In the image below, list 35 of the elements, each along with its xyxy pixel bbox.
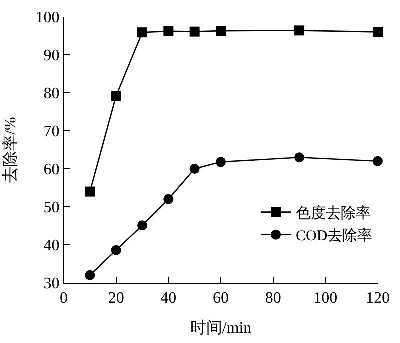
y-axis-title: 去除率/% [2, 117, 20, 183]
point [216, 26, 226, 36]
point [373, 27, 383, 38]
point [111, 245, 122, 256]
legend-label: COD去除率 [296, 228, 373, 245]
point [294, 26, 304, 36]
x-tick-label: 100 [314, 290, 338, 308]
y-tick-label: 50 [44, 200, 60, 217]
y-tick-label: 70 [44, 124, 60, 141]
point [85, 186, 96, 197]
x-axis-title: 时间/min [190, 318, 252, 337]
legend-label: 色度去除率 [296, 205, 371, 222]
point [85, 270, 96, 280]
y-tick-label: 80 [44, 86, 60, 103]
point [373, 156, 383, 166]
point [138, 220, 148, 231]
y-tick-label: 90 [44, 48, 60, 65]
x-tick-label: 80 [265, 290, 282, 308]
y-tick-label: 60 [44, 162, 60, 179]
point [138, 28, 148, 38]
y-tick-label: 30 [44, 276, 60, 293]
x-tick-label: 20 [108, 290, 124, 308]
x-tick-label: 0 [60, 290, 68, 308]
point [216, 157, 226, 168]
x-tick-label: 120 [366, 290, 390, 308]
y-tick-label: 100 [36, 10, 60, 27]
x-tick-label: 60 [213, 290, 229, 308]
point [190, 26, 200, 37]
point [164, 26, 174, 36]
point [294, 152, 304, 163]
point [111, 91, 122, 102]
point [190, 164, 200, 174]
x-tick-label: 40 [160, 290, 177, 308]
y-tick-label: 40 [44, 238, 60, 255]
point [164, 194, 174, 204]
